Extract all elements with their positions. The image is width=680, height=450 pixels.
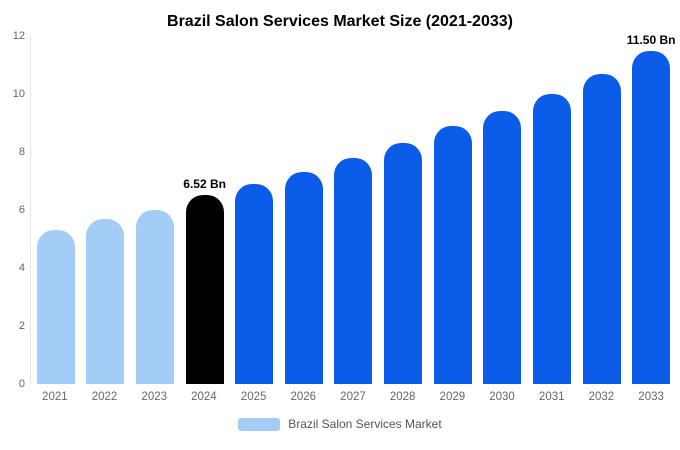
- x-tick-label: 2031: [538, 391, 565, 403]
- bar-column: [527, 36, 577, 384]
- bar-column: [378, 36, 428, 384]
- bar-column: [31, 36, 81, 384]
- bar-column: 11.50 Bn: [626, 33, 676, 384]
- bar-2028: [384, 143, 423, 384]
- y-tick-label: 0: [18, 378, 25, 390]
- bar-column: [428, 36, 478, 384]
- y-tick-label: 8: [18, 146, 25, 158]
- plot-area: 0 2 4 6 8 10 12 6.52 Bn 11.50 Bn: [13, 30, 676, 390]
- bar-value-label: 6.52 Bn: [183, 176, 226, 191]
- bar-2025: [235, 183, 274, 384]
- x-tick-label: 2023: [141, 391, 168, 403]
- bar-column: [130, 36, 180, 384]
- x-tick-label: 2032: [588, 391, 615, 403]
- x-tick-label: 2029: [439, 391, 466, 403]
- bar-column: 6.52 Bn: [180, 36, 230, 384]
- y-tick-label: 4: [18, 262, 25, 274]
- x-tick-label: 2033: [638, 391, 664, 403]
- chart-title: Brazil Salon Services Market Size (2021-…: [167, 13, 513, 30]
- bars-row: 6.52 Bn 11.50 Bn: [31, 33, 676, 384]
- x-tick-label: 2025: [240, 391, 267, 403]
- bar-2026: [284, 172, 323, 384]
- bar-column: [279, 36, 329, 384]
- bar-2022: [86, 218, 125, 384]
- y-tick-label: 12: [12, 30, 25, 42]
- bar-column: [229, 36, 279, 384]
- bar-2027: [334, 157, 373, 384]
- x-tick-label: 2021: [42, 391, 68, 403]
- legend: Brazil Salon Services Market: [0, 417, 680, 431]
- x-axis: 2021 2022 2023 2024 2025 2026 2027 2028 2029 2030…: [30, 391, 676, 403]
- bar-2023: [136, 210, 175, 384]
- bar-column: [329, 36, 379, 384]
- bar-2033: 11.50 Bn: [627, 33, 675, 384]
- x-tick-label: 2022: [91, 391, 118, 403]
- bar-2024: 6.52 Bn: [183, 177, 226, 384]
- bar-value-label: 11.50 Bn: [626, 32, 676, 47]
- bar-2029: [433, 125, 472, 384]
- bar-2031: [532, 94, 571, 384]
- x-tick-label: 2027: [340, 391, 366, 403]
- bar-column: [81, 36, 131, 384]
- bar-2021: [36, 230, 75, 384]
- legend-swatch: [238, 417, 281, 431]
- bar-2030: [483, 111, 522, 384]
- y-tick-label: 2: [18, 320, 25, 332]
- legend-label: Brazil Salon Services Market: [288, 417, 442, 431]
- y-tick-label: 6: [18, 204, 25, 216]
- bar-column: [477, 36, 527, 384]
- bar-column: [577, 36, 627, 384]
- bar-2032: [582, 73, 621, 384]
- x-tick-label: 2024: [191, 391, 217, 403]
- x-tick-label: 2030: [489, 391, 515, 403]
- y-tick-label: 10: [12, 88, 25, 100]
- x-tick-label: 2028: [389, 391, 416, 403]
- x-tick-label: 2026: [290, 391, 317, 403]
